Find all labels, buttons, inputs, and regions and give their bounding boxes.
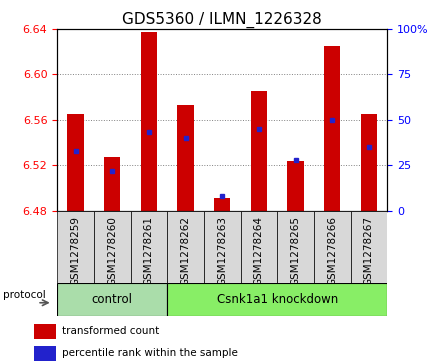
Text: GSM1278264: GSM1278264 xyxy=(254,216,264,286)
Text: GSM1278262: GSM1278262 xyxy=(180,216,191,286)
Bar xyxy=(94,211,131,283)
Text: GSM1278267: GSM1278267 xyxy=(364,216,374,286)
Bar xyxy=(277,211,314,283)
Bar xyxy=(177,105,194,211)
Bar xyxy=(287,160,304,211)
Bar xyxy=(351,211,387,283)
Text: Csnk1a1 knockdown: Csnk1a1 knockdown xyxy=(216,293,338,306)
Text: GSM1278266: GSM1278266 xyxy=(327,216,337,286)
Bar xyxy=(67,114,84,211)
Bar xyxy=(214,198,231,211)
Bar xyxy=(204,211,241,283)
Text: GSM1278259: GSM1278259 xyxy=(70,216,81,286)
Bar xyxy=(141,32,157,211)
Bar xyxy=(34,324,56,339)
Bar xyxy=(167,283,387,316)
Text: protocol: protocol xyxy=(3,290,46,299)
Text: GSM1278260: GSM1278260 xyxy=(107,216,117,286)
Bar xyxy=(57,211,94,283)
Bar xyxy=(167,211,204,283)
Title: GDS5360 / ILMN_1226328: GDS5360 / ILMN_1226328 xyxy=(122,12,322,28)
Bar xyxy=(131,211,167,283)
Bar xyxy=(104,157,121,211)
Text: control: control xyxy=(92,293,133,306)
Text: percentile rank within the sample: percentile rank within the sample xyxy=(62,348,238,358)
Text: GSM1278265: GSM1278265 xyxy=(290,216,301,286)
Text: GSM1278263: GSM1278263 xyxy=(217,216,227,286)
Text: transformed count: transformed count xyxy=(62,326,160,336)
Text: GSM1278261: GSM1278261 xyxy=(144,216,154,286)
Bar xyxy=(241,211,277,283)
Bar xyxy=(324,46,341,211)
Bar xyxy=(57,283,167,316)
Bar xyxy=(34,346,56,361)
Bar xyxy=(314,211,351,283)
Bar xyxy=(251,91,267,211)
Bar xyxy=(361,114,377,211)
